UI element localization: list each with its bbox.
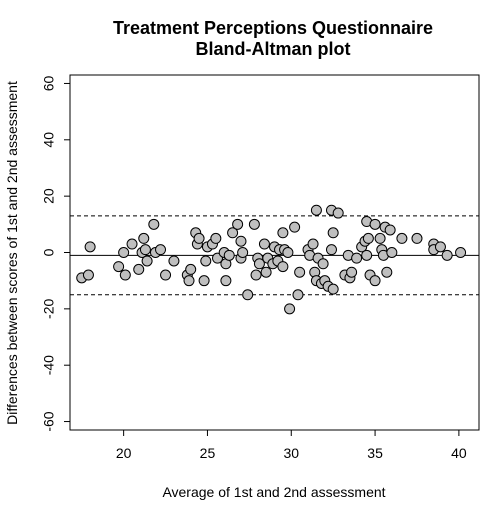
data-point <box>250 269 262 281</box>
data-point <box>253 258 265 270</box>
data-point <box>260 266 272 278</box>
data-point <box>327 227 339 239</box>
data-point <box>242 289 254 301</box>
data-point <box>362 232 374 244</box>
x-tick-label: 30 <box>283 445 299 461</box>
data-point <box>237 247 249 258</box>
data-point <box>113 261 125 273</box>
data-point <box>155 244 167 256</box>
data-point <box>227 227 239 239</box>
data-point <box>160 269 172 281</box>
data-point <box>434 241 446 253</box>
data-point <box>141 255 153 267</box>
data-point <box>411 232 423 244</box>
data-point <box>292 289 304 301</box>
data-point <box>235 235 247 247</box>
data-point <box>310 204 322 216</box>
data-point <box>232 218 244 230</box>
data-point <box>223 249 235 261</box>
plot-area-frame <box>69 74 480 431</box>
data-point <box>133 263 145 275</box>
y-tick-label: -40 <box>41 355 57 375</box>
data-point <box>210 232 222 244</box>
data-point <box>258 238 270 250</box>
data-point <box>289 221 301 233</box>
y-tick-label: 60 <box>41 75 57 91</box>
data-point <box>126 238 138 250</box>
data-point <box>84 241 96 253</box>
data-point <box>284 303 296 315</box>
data-point <box>119 269 131 281</box>
data-point <box>361 249 373 261</box>
data-point <box>346 266 358 278</box>
data-point <box>384 224 396 236</box>
data-point <box>386 247 398 258</box>
x-tick-label: 35 <box>367 445 383 461</box>
x-axis-label: Average of 1st and 2nd assessment <box>162 484 385 500</box>
data-point <box>138 232 150 244</box>
y-tick-label: -20 <box>41 299 57 319</box>
data-point <box>118 247 130 258</box>
y-tick-label: 20 <box>41 188 57 204</box>
x-tick-label: 40 <box>451 445 467 461</box>
x-tick-label: 25 <box>200 445 216 461</box>
x-axis: 20 25 30 35 40 <box>116 430 467 461</box>
data-point <box>148 218 160 230</box>
y-tick-label: 40 <box>41 132 57 148</box>
y-axis-label: Differences between scores of 1st and 2n… <box>4 81 20 425</box>
data-point <box>332 207 344 219</box>
chart-subtitle: Bland-Altman plot <box>196 39 351 59</box>
data-point <box>168 255 180 267</box>
data-point <box>82 269 94 281</box>
data-point <box>374 232 386 244</box>
data-point <box>277 227 289 239</box>
data-point <box>248 218 260 230</box>
data-point <box>441 249 453 261</box>
reference-lines <box>70 215 479 296</box>
data-point <box>277 261 289 273</box>
data-point <box>325 244 337 256</box>
data-point <box>327 283 339 295</box>
data-point <box>220 275 232 287</box>
data-point <box>369 218 381 230</box>
data-point <box>381 266 393 278</box>
data-point <box>396 232 408 244</box>
data-point <box>294 266 306 278</box>
data-point <box>317 258 329 270</box>
data-point <box>455 247 467 258</box>
chart-title: Treatment Perceptions Questionnaire <box>113 18 433 38</box>
data-point <box>183 275 195 287</box>
data-point <box>282 247 294 258</box>
data-point <box>185 263 197 275</box>
y-tick-label: -60 <box>41 411 57 431</box>
x-tick-label: 20 <box>116 445 132 461</box>
data-point <box>307 238 319 250</box>
y-axis: -60 -40 -20 0 20 40 60 <box>41 75 70 432</box>
data-point <box>200 255 212 267</box>
data-point <box>193 232 205 244</box>
data-point <box>369 275 381 287</box>
data-points <box>76 204 467 315</box>
data-point <box>351 252 363 264</box>
data-point <box>139 244 151 256</box>
data-point <box>198 275 210 287</box>
y-tick-label: 0 <box>41 248 57 256</box>
